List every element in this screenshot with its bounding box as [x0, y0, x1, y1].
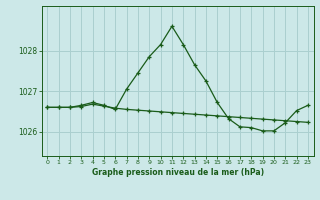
X-axis label: Graphe pression niveau de la mer (hPa): Graphe pression niveau de la mer (hPa) — [92, 168, 264, 177]
